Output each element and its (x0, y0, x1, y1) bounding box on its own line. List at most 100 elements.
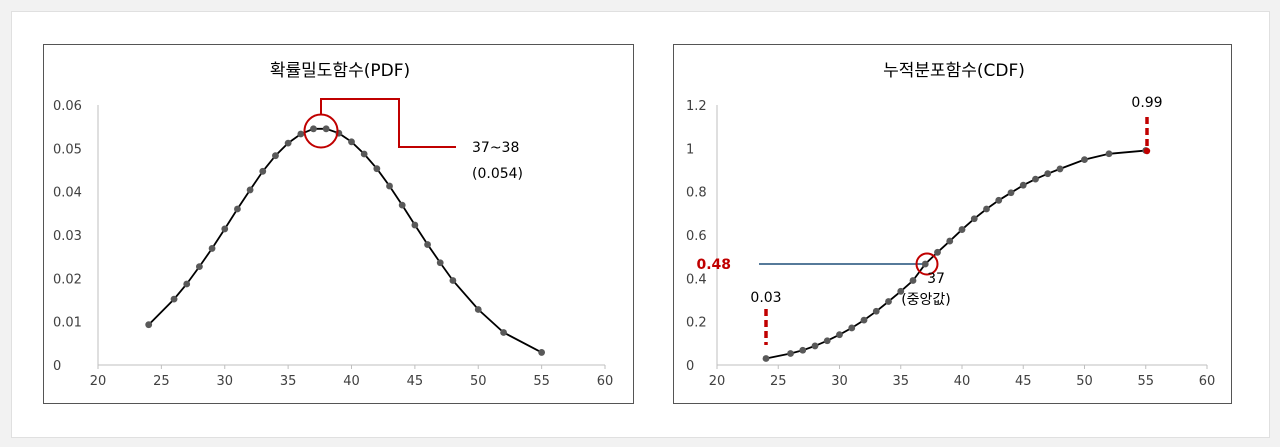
pdf-data-point (500, 329, 507, 336)
pdf-data-point (297, 130, 305, 138)
pdf-peak-annotation: 37~38 (0.054) (303, 98, 523, 182)
pdf-data-point (170, 295, 178, 303)
cdf-data-point (909, 277, 917, 284)
cdf-x-tick-label: 45 (1015, 374, 1032, 389)
cdf-data-point (946, 237, 954, 245)
cdf-x-tick-label: 40 (954, 374, 971, 389)
cdf-data-point (970, 215, 978, 223)
pdf-chart-svg: 확률밀도함수(PDF) 20 25 30 35 40 45 50 55 60 0 0.01 0.02 0… (53, 61, 613, 389)
cdf-median-text-label: (중앙값) (901, 292, 951, 308)
cdf-series-line (765, 149, 1146, 360)
pdf-y-tick-label: 0 (53, 359, 61, 374)
cdf-median-circle (915, 252, 939, 276)
cdf-data-point (762, 355, 770, 362)
pdf-data-point (221, 225, 229, 233)
cdf-x-tick-label: 50 (1076, 374, 1093, 389)
pdf-peak-range-label: 37~38 (472, 140, 519, 156)
pdf-data-point (284, 139, 292, 147)
pdf-data-point (538, 349, 546, 356)
pdf-x-tick-label: 25 (153, 374, 170, 389)
cdf-data-point (787, 350, 794, 357)
pdf-data-point (398, 201, 406, 209)
pdf-y-tick-label: 0.05 (53, 142, 82, 157)
pdf-data-point (145, 321, 153, 329)
cdf-median-x-label: 37 (927, 271, 945, 287)
cdf-y-tick-label: 0.2 (686, 316, 707, 331)
pdf-data-point (360, 150, 368, 158)
cdf-data-point (934, 248, 941, 256)
cdf-y-tick-label: 0.6 (686, 229, 707, 244)
cdf-data-point (860, 316, 868, 324)
cdf-y-tick-label: 0.4 (686, 272, 707, 287)
pdf-data-point (272, 152, 279, 160)
pdf-x-tick-label: 50 (470, 374, 487, 389)
pdf-x-tick-label: 30 (216, 374, 233, 389)
cdf-data-point (995, 196, 1003, 204)
cdf-data-point (1044, 170, 1052, 178)
pdf-chart-panel: 확률밀도함수(PDF) 20 25 30 35 40 45 50 55 60 0 0.01 0.02 0… (43, 44, 634, 404)
cdf-chart-panel: 누적분포함수(CDF) 20 25 30 35 40 45 50 55 60 0 0.2 0.4 0.6… (673, 44, 1232, 404)
cdf-series-path (765, 149, 1146, 360)
pdf-peak-value-label: (0.054) (472, 166, 523, 182)
pdf-x-tick-label: 45 (407, 374, 424, 389)
cdf-data-point (983, 205, 990, 213)
pdf-data-point (246, 186, 254, 194)
pdf-y-tick-label: 0.06 (53, 99, 82, 114)
cdf-median-y-label: 0.48 (696, 257, 731, 273)
cdf-data-point (921, 260, 929, 268)
cdf-data-point (1056, 165, 1064, 173)
cdf-data-point (1032, 175, 1039, 183)
pdf-data-point (208, 245, 216, 252)
cdf-end-value-label: 0.99 (1131, 95, 1162, 111)
cdf-x-tick-label: 30 (831, 374, 848, 389)
cdf-end-point-marker (1143, 147, 1151, 155)
pdf-x-tick-label: 20 (90, 374, 107, 389)
cdf-data-point (811, 342, 819, 350)
cdf-x-tick-label: 60 (1199, 374, 1216, 389)
pdf-data-point (386, 182, 393, 190)
pdf-data-point (436, 259, 444, 267)
cdf-data-point (799, 346, 807, 354)
cdf-start-value-label: 0.03 (750, 290, 781, 306)
cdf-guides (759, 117, 1149, 345)
cdf-annotations: 0.48 0.03 0.99 37 (중앙값) (696, 95, 1162, 308)
cdf-data-point (836, 331, 843, 339)
pdf-y-tick-label: 0.03 (53, 229, 82, 244)
pdf-data-point (196, 263, 203, 271)
pdf-x-tick-label: 40 (343, 374, 360, 389)
pdf-data-point (474, 306, 482, 313)
cdf-x-tick-label: 20 (709, 374, 726, 389)
cdf-data-point (1081, 156, 1088, 163)
pdf-series-points (145, 125, 546, 356)
pdf-axes: 20 25 30 35 40 45 50 55 60 0 0.01 0.02 0.03 0.04 0.05 0… (53, 99, 613, 389)
cdf-x-tick-label: 25 (770, 374, 787, 389)
pdf-data-point (348, 138, 355, 146)
cdf-data-point (897, 287, 905, 295)
cdf-y-tick-label: 1.2 (686, 99, 707, 114)
pdf-chart-title: 확률밀도함수(PDF) (270, 61, 410, 81)
cdf-data-point (1007, 189, 1015, 197)
cdf-x-tick-label: 35 (892, 374, 909, 389)
cdf-data-point (848, 324, 856, 332)
cdf-data-point (1019, 181, 1027, 189)
pdf-series-path (148, 127, 543, 354)
pdf-data-point (424, 241, 431, 248)
cdf-y-tick-label: 0 (686, 359, 694, 374)
pdf-data-point (373, 165, 381, 173)
pdf-data-point (411, 221, 419, 229)
cdf-data-point (1105, 150, 1113, 158)
pdf-data-point (183, 280, 191, 288)
cdf-data-point (823, 337, 831, 345)
cdf-chart-title: 누적분포함수(CDF) (883, 61, 1025, 81)
cdf-axes: 20 25 30 35 40 45 50 55 60 0 0.2 0.4 0.6 0.8 1 1.2 (686, 99, 1215, 389)
pdf-y-tick-label: 0.04 (53, 186, 82, 201)
pdf-data-point (322, 125, 330, 133)
pdf-y-tick-label: 0.02 (53, 272, 82, 287)
pdf-data-point (259, 167, 267, 175)
cdf-y-tick-label: 1 (686, 142, 694, 157)
cdf-x-tick-label: 55 (1137, 374, 1154, 389)
pdf-peak-leader-line (320, 98, 456, 148)
pdf-data-point (310, 125, 317, 133)
cdf-data-point (885, 298, 892, 305)
cdf-data-point (872, 307, 880, 315)
